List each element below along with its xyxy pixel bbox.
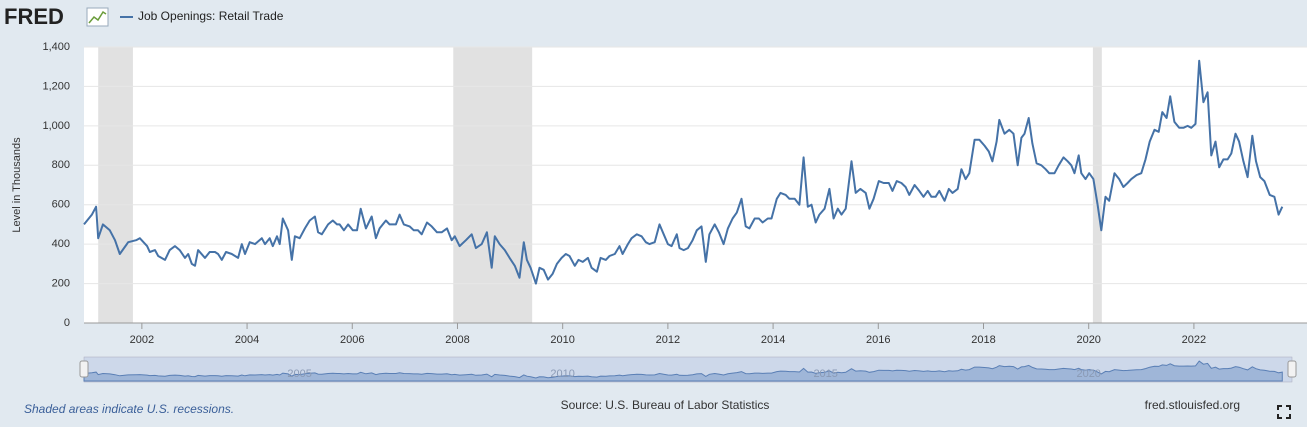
y-tick-label: 1,400 [42,41,70,53]
plot-area [84,47,1307,323]
x-tick-label: 2006 [340,334,364,346]
x-tick-label: 2002 [130,334,154,346]
x-tick-label: 2022 [1182,334,1206,346]
x-tick-label: 2004 [235,334,259,346]
x-tick-label: 2014 [761,334,785,346]
navigator-handle[interactable] [1287,360,1297,378]
y-tick-label: 0 [64,317,70,329]
x-tick-label: 2010 [550,334,574,346]
source: Source: U.S. Bureau of Labor Statistics [561,398,770,412]
x-tick-label: 2012 [656,334,680,346]
navigator-handle[interactable] [79,360,89,378]
y-tick-label: 800 [52,159,70,171]
y-tick-label: 400 [52,238,70,250]
y-axis-label: Level in Thousands [11,137,23,233]
legend-label: Job Openings: Retail Trade [138,9,284,23]
y-tick-label: 600 [52,199,70,211]
recession-band [98,47,133,323]
navigator-area [83,360,1283,382]
y-tick-label: 1,200 [42,80,70,92]
y-tick-label: 200 [52,277,70,289]
x-tick-label: 2018 [971,334,995,346]
recession-band [453,47,533,323]
fullscreen-icon[interactable] [1277,405,1291,419]
navigator-tick-label: 2010 [550,368,574,380]
x-tick-label: 2008 [445,334,469,346]
navigator-tick-label: 2020 [1076,368,1100,380]
series-line [83,59,1284,285]
logo-icon [86,7,109,27]
x-tick-label: 2016 [866,334,890,346]
navigator-tick-label: 2005 [287,368,311,380]
navigator-tick-label: 2015 [813,368,837,380]
y-tick-label: 1,000 [42,120,70,132]
site: fred.stlouisfed.org [1145,398,1240,412]
recession-band [1092,47,1102,323]
brand-logo: FRED [4,4,64,29]
recession-note: Shaded areas indicate U.S. recessions. [24,402,234,416]
x-tick-label: 2020 [1076,334,1100,346]
